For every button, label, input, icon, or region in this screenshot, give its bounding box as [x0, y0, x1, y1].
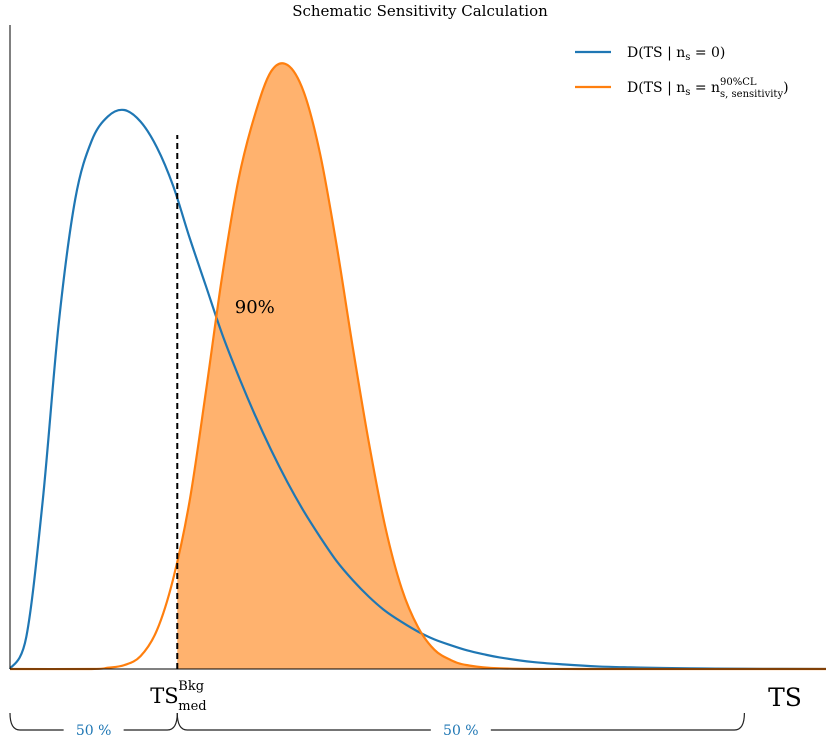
x-axis-label: TS [768, 683, 802, 712]
median-label-sup: Bkg [178, 679, 204, 694]
legend-sub: s [685, 87, 690, 98]
legend-end: ) [783, 80, 788, 96]
chart-title: Schematic Sensitivity Calculation [292, 2, 548, 20]
plot-area [9, 62, 826, 671]
legend-entry-2: D(TS | ns = n90%CL s, sensitivity) [627, 77, 789, 100]
series-line-2 [9, 62, 826, 671]
series-line-1 [9, 108, 826, 671]
legend-tail: = 0) [690, 45, 725, 61]
median-label-sub: med [178, 699, 206, 714]
legend-sup2: 90%CL [720, 77, 757, 88]
shaded-region-label: 90% [235, 297, 275, 318]
shaded-region [177, 63, 826, 670]
axes: TS [9, 25, 826, 712]
legend: D(TS | ns = 0)D(TS | ns = n90%CL s, sensi… [575, 45, 789, 100]
legend-tail: = n [690, 80, 720, 96]
brace-label-1: 50 % [76, 723, 112, 739]
median-label: TSBkg med [150, 679, 206, 714]
brace-2 [176, 712, 745, 731]
legend-entry-1: D(TS | ns = 0) [627, 45, 725, 63]
legend-sub2: s, sensitivity [720, 89, 783, 100]
brace-label-2: 50 % [443, 723, 479, 739]
legend-sub: s [685, 52, 690, 63]
